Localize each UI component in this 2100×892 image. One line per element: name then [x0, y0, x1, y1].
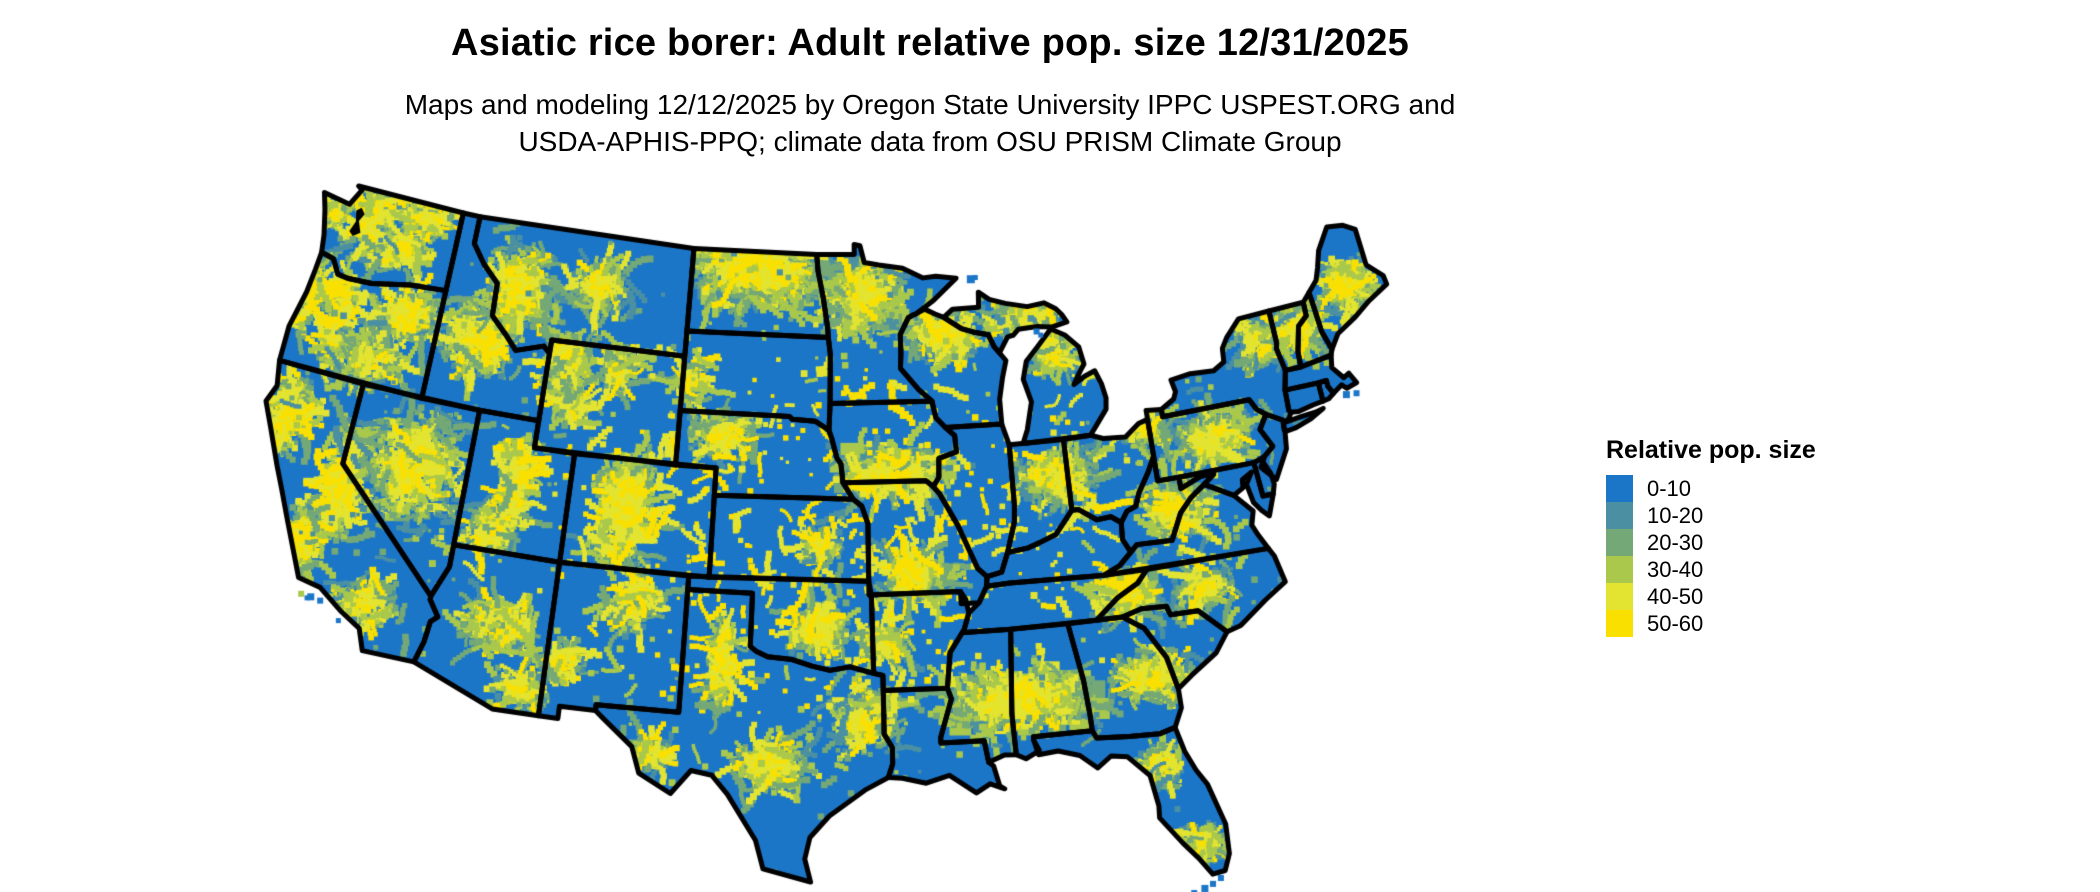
- subtitle-line-2: USDA-APHIS-PPQ; climate data from OSU PR…: [518, 126, 1342, 157]
- legend-swatch: [1606, 556, 1633, 583]
- legend-swatch: [1606, 529, 1633, 556]
- legend: Relative pop. size 0-10 10-20 20-30 30-40 40…: [1606, 436, 1816, 637]
- legend-items: 0-10 10-20 20-30 30-40 40-50 50-60: [1606, 475, 1816, 637]
- legend-label: 10-20: [1647, 502, 1704, 528]
- legend-item: 0-10: [1606, 475, 1816, 502]
- legend-label: 50-60: [1647, 610, 1704, 636]
- legend-label: 40-50: [1647, 583, 1704, 609]
- legend-swatch: [1606, 610, 1633, 637]
- legend-label: 30-40: [1647, 556, 1704, 582]
- legend-item: 20-30: [1606, 529, 1816, 556]
- legend-label: 0-10: [1647, 475, 1692, 501]
- legend-label: 20-30: [1647, 529, 1704, 555]
- subtitle-line-1: Maps and modeling 12/12/2025 by Oregon S…: [404, 89, 1456, 120]
- page-title: Asiatic rice borer: Adult relative pop. …: [451, 22, 1409, 64]
- legend-item: 40-50: [1606, 583, 1816, 610]
- legend-swatch: [1606, 475, 1633, 502]
- legend-swatch: [1606, 502, 1633, 529]
- legend-item: 10-20: [1606, 502, 1816, 529]
- legend-swatch: [1606, 583, 1633, 610]
- legend-item: 50-60: [1606, 610, 1816, 637]
- map-subtitle: Maps and modeling 12/12/2025 by Oregon S…: [0, 86, 1860, 160]
- legend-title: Relative pop. size: [1606, 436, 1816, 464]
- legend-item: 30-40: [1606, 556, 1816, 583]
